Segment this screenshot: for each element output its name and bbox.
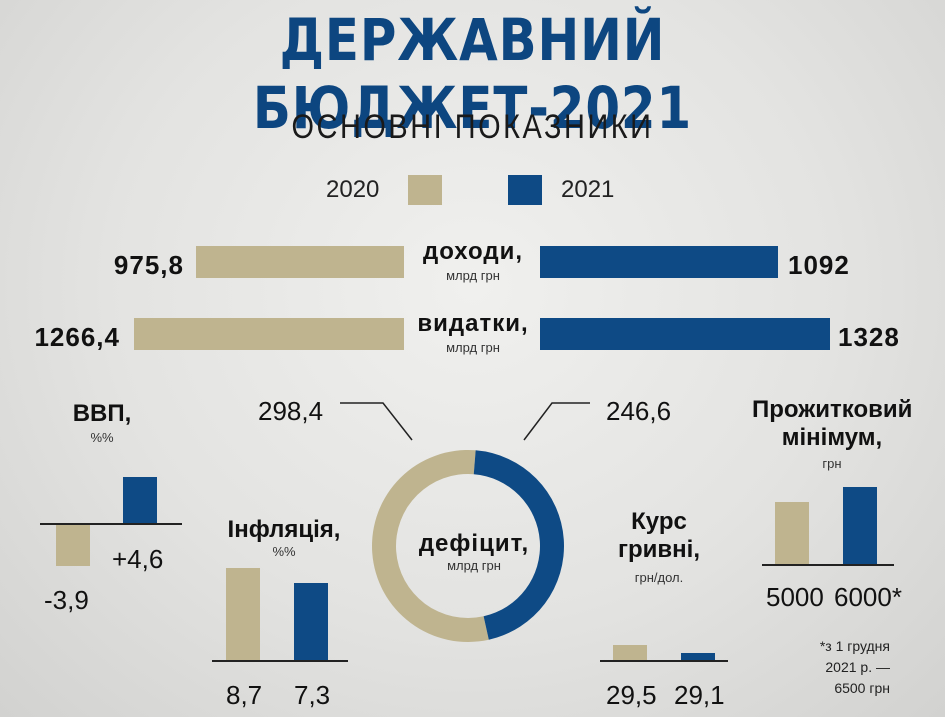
gdp-unit: %% (90, 430, 114, 445)
inflation-axis (212, 660, 348, 662)
legend-2021-swatch (508, 175, 542, 205)
page-title: ДЕРЖАВНИЙ БЮДЖЕТ-2021 (252, 6, 693, 142)
deficit-label: дефіцит, (418, 530, 530, 557)
expenses-2021-value: 1328 (838, 322, 900, 352)
legend-2020-swatch (408, 175, 442, 205)
expenses-bar-2021 (540, 318, 830, 350)
minimum-unit: грн (822, 456, 842, 471)
exchange-2020-value: 29,5 (606, 680, 657, 710)
footnote-line-2: 2021 р. — (825, 659, 890, 675)
income-bar-2020 (196, 246, 404, 278)
deficit-arc-2021 (473, 450, 565, 640)
exchange-axis (600, 660, 728, 662)
minimum-2021-value: 6000* (834, 582, 902, 612)
inflation-unit: %% (272, 544, 296, 559)
inflation-2021-value: 7,3 (294, 680, 331, 710)
legend-2020-label: 2020 (326, 176, 380, 203)
gdp-label: ВВП, (72, 400, 132, 427)
page-subtitle: ОСНОВНІ ПОКАЗНИКИ (291, 108, 654, 146)
minimum-bar-2021 (843, 486, 877, 564)
footnote-line-1: *з 1 грудня (819, 638, 890, 654)
deficit-2020-leader (340, 402, 413, 441)
deficit-arc-2020 (372, 450, 489, 642)
footnote-line-3: 6500 грн (834, 680, 890, 696)
gdp-2021-value: +4,6 (112, 544, 164, 574)
exchange-label-1: Курс (631, 508, 687, 535)
income-bar-2021 (540, 246, 779, 278)
inflation-2020-value: 8,7 (226, 680, 263, 710)
exchange-label-2: гривні, (618, 536, 700, 563)
exchange-bar-2021 (681, 652, 715, 660)
deficit-unit: млрд грн (447, 558, 501, 573)
minimum-2020-value: 5000 (766, 582, 824, 612)
minimum-bar-2020 (775, 502, 809, 564)
minimum-label-2: мінімум, (781, 424, 883, 451)
exchange-unit: грн/дол. (634, 570, 684, 585)
legend-2021-label: 2021 (561, 176, 615, 203)
expenses-2020-value: 1266,4 (34, 322, 120, 352)
expenses-unit: млрд грн (446, 340, 500, 355)
income-label: доходи, (422, 238, 524, 265)
deficit-2021-value: 246,6 (606, 396, 672, 426)
income-unit: млрд грн (446, 268, 500, 283)
expenses-label: видатки, (417, 310, 529, 337)
minimum-label-1: Прожитковий (752, 396, 913, 423)
deficit-2020-value: 298,4 (258, 396, 324, 426)
expenses-bar-2020 (134, 318, 404, 350)
exchange-bar-2020 (613, 645, 647, 660)
inflation-label: Інфляція, (227, 516, 341, 543)
income-2021-value: 1092 (788, 250, 850, 280)
gdp-axis (40, 523, 182, 525)
inflation-bar-2020 (226, 567, 260, 660)
exchange-2021-value: 29,1 (674, 680, 725, 710)
income-2020-value: 975,8 (113, 250, 184, 280)
gdp-bar-2021 (123, 477, 157, 523)
minimum-axis (762, 564, 894, 566)
gdp-bar-2020 (56, 525, 90, 566)
inflation-bar-2021 (294, 582, 328, 660)
deficit-2021-leader (523, 402, 590, 441)
gdp-2020-value: -3,9 (44, 585, 89, 615)
